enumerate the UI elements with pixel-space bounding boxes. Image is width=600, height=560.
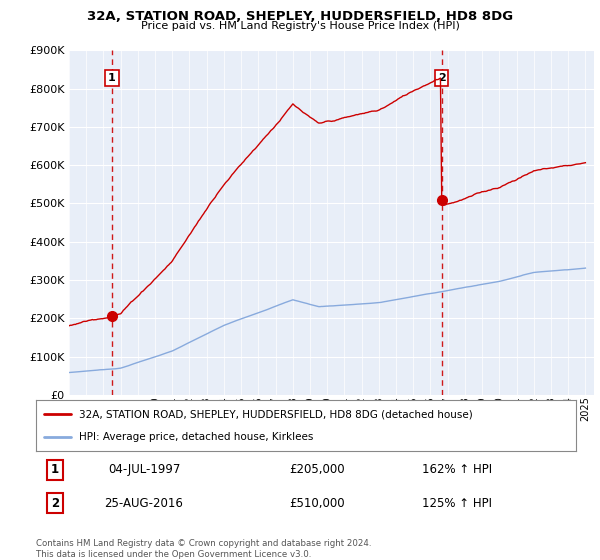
Text: 162% ↑ HPI: 162% ↑ HPI (422, 463, 492, 476)
Text: 25-AUG-2016: 25-AUG-2016 (104, 497, 184, 510)
Text: 32A, STATION ROAD, SHEPLEY, HUDDERSFIELD, HD8 8DG (detached house): 32A, STATION ROAD, SHEPLEY, HUDDERSFIELD… (79, 409, 473, 419)
Text: 04-JUL-1997: 04-JUL-1997 (108, 463, 180, 476)
Text: 1: 1 (108, 73, 116, 83)
Text: 2: 2 (51, 497, 59, 510)
Text: 2: 2 (438, 73, 446, 83)
Text: £510,000: £510,000 (289, 497, 344, 510)
Text: £205,000: £205,000 (289, 463, 344, 476)
Text: 1: 1 (51, 463, 59, 476)
Text: HPI: Average price, detached house, Kirklees: HPI: Average price, detached house, Kirk… (79, 432, 314, 442)
Text: Contains HM Land Registry data © Crown copyright and database right 2024.
This d: Contains HM Land Registry data © Crown c… (36, 539, 371, 559)
Text: 125% ↑ HPI: 125% ↑ HPI (422, 497, 492, 510)
Text: 32A, STATION ROAD, SHEPLEY, HUDDERSFIELD, HD8 8DG: 32A, STATION ROAD, SHEPLEY, HUDDERSFIELD… (87, 10, 513, 23)
Text: Price paid vs. HM Land Registry's House Price Index (HPI): Price paid vs. HM Land Registry's House … (140, 21, 460, 31)
